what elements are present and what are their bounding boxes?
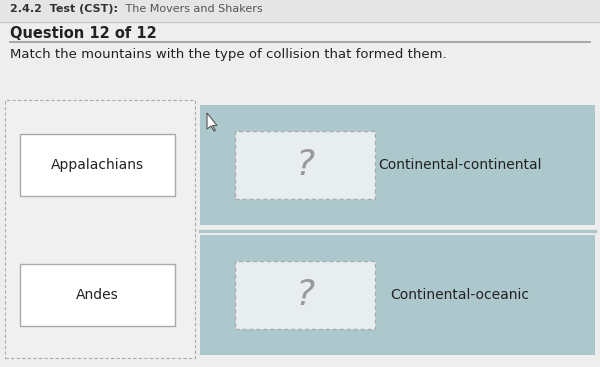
Bar <box>5 100 195 358</box>
Text: Continental-continental: Continental-continental <box>378 158 542 172</box>
Bar <box>19 264 175 326</box>
Bar <box>200 235 595 355</box>
Text: Match the mountains with the type of collision that formed them.: Match the mountains with the type of col… <box>10 48 446 61</box>
Bar <box>0 0 600 22</box>
Text: Continental-oceanic: Continental-oceanic <box>391 288 530 302</box>
Text: ?: ? <box>295 148 314 182</box>
Bar <box>200 105 595 225</box>
Bar <box>19 134 175 196</box>
Bar <box>235 131 375 199</box>
Text: Question 12 of 12: Question 12 of 12 <box>10 26 157 41</box>
Text: Andes: Andes <box>76 288 118 302</box>
Text: Appalachians: Appalachians <box>50 158 143 172</box>
PathPatch shape <box>207 113 217 131</box>
Bar <box>235 261 375 329</box>
Text: ?: ? <box>295 278 314 312</box>
Text: 2.4.2  Test (CST):: 2.4.2 Test (CST): <box>10 4 118 14</box>
Text: The Movers and Shakers: The Movers and Shakers <box>122 4 263 14</box>
